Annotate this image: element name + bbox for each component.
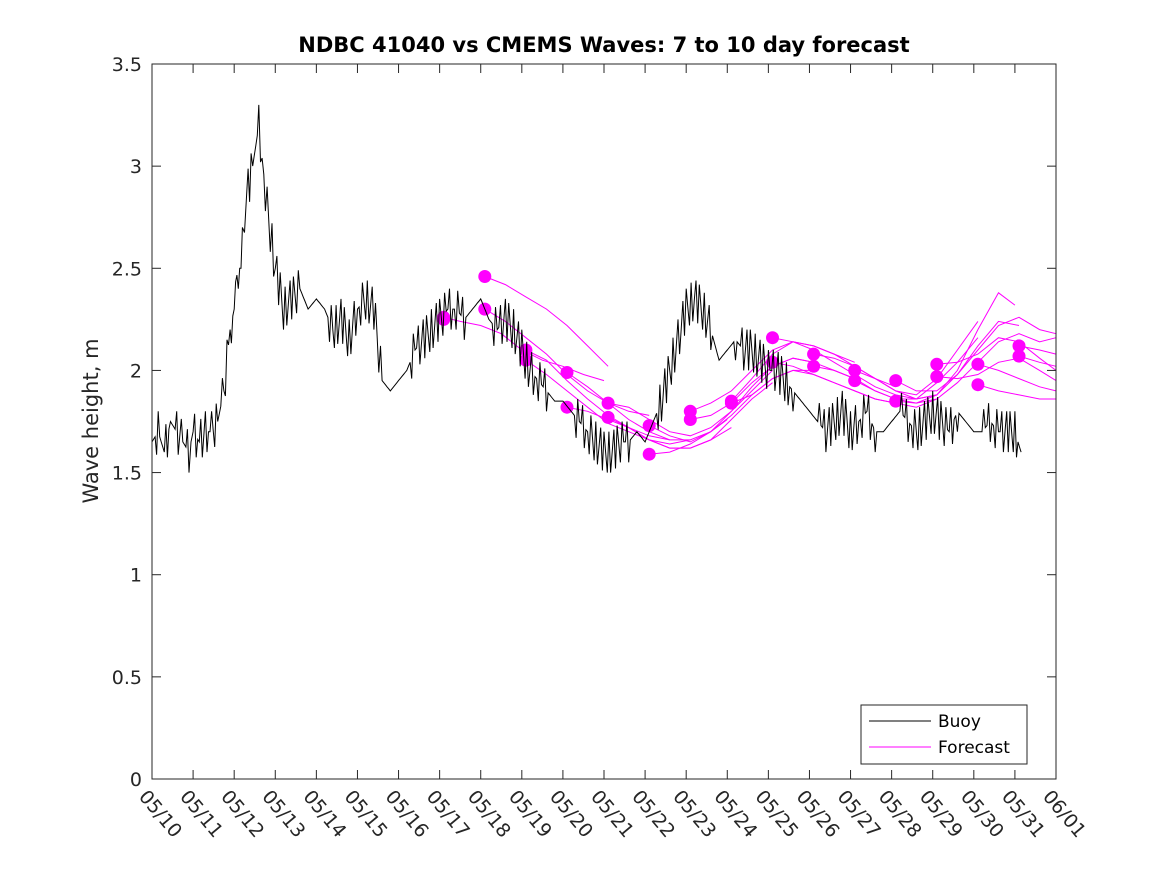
x-tick-label: 05/19 bbox=[504, 786, 556, 842]
y-tick-label: 2.5 bbox=[112, 258, 142, 280]
forecast-point bbox=[1012, 349, 1026, 363]
y-tick-label: 1.5 bbox=[112, 463, 142, 485]
legend-buoy-label: Buoy bbox=[938, 712, 981, 732]
y-axis: 0 0.5 1 1.5 2 2.5 3 3.5 bbox=[112, 54, 1056, 791]
x-tick-label: 05/10 bbox=[134, 786, 186, 842]
forecast-point bbox=[601, 410, 615, 424]
legend-forecast-label: Forecast bbox=[938, 738, 1010, 758]
legend-box bbox=[860, 704, 1028, 765]
x-tick-label: 05/23 bbox=[668, 786, 720, 842]
x-tick-label: 05/29 bbox=[915, 786, 967, 842]
x-tick-label: 05/22 bbox=[627, 786, 679, 842]
forecast-point bbox=[766, 331, 779, 345]
x-tick-label: 05/24 bbox=[709, 786, 761, 842]
x-tick-label: 05/11 bbox=[175, 786, 227, 842]
y-tick-label: 3 bbox=[130, 156, 142, 178]
x-tick-label: 05/16 bbox=[381, 786, 433, 842]
forecast-trace bbox=[977, 363, 1057, 392]
buoy-line bbox=[151, 104, 1022, 473]
forecast-trace bbox=[484, 276, 609, 367]
y-tick-label: 2 bbox=[130, 360, 142, 382]
y-tick-label: 0 bbox=[130, 769, 142, 791]
x-tick-label: 05/20 bbox=[545, 786, 597, 842]
forecast-point bbox=[971, 378, 985, 392]
forecast-point bbox=[601, 396, 615, 410]
forecast-point bbox=[807, 347, 821, 361]
x-tick-label: 05/27 bbox=[833, 786, 885, 842]
x-tick-label: 05/28 bbox=[874, 786, 926, 842]
y-tick-label: 0.5 bbox=[112, 667, 142, 689]
x-tick-label: 05/26 bbox=[792, 786, 844, 842]
forecast-point bbox=[930, 357, 944, 371]
forecast-point bbox=[889, 374, 903, 388]
x-tick-label: 05/30 bbox=[956, 786, 1008, 842]
forecast-point bbox=[642, 447, 656, 461]
y-tick-label: 3.5 bbox=[112, 54, 142, 76]
forecast-point bbox=[724, 396, 738, 410]
forecast-point bbox=[560, 366, 574, 379]
forecast-trace bbox=[1018, 355, 1057, 367]
y-tick-label: 1 bbox=[130, 565, 142, 587]
forecast-point bbox=[683, 413, 697, 426]
forecast-trace bbox=[525, 349, 670, 441]
y-axis-label: Wave height, m bbox=[79, 338, 103, 503]
x-tick-label: 05/13 bbox=[257, 786, 309, 842]
buoy-series bbox=[151, 104, 1022, 473]
forecast-point bbox=[889, 394, 903, 408]
forecast-trace bbox=[936, 357, 1057, 382]
forecast-trace bbox=[1018, 345, 1057, 355]
chart-title: NDBC 41040 vs CMEMS Waves: 7 to 10 day f… bbox=[298, 33, 909, 57]
x-tick-label: 05/25 bbox=[751, 786, 803, 842]
forecast-trace bbox=[936, 337, 1057, 371]
forecast-trace bbox=[772, 361, 937, 408]
x-tick-label: 05/14 bbox=[299, 786, 351, 842]
forecast-trace bbox=[977, 384, 1056, 400]
forecast-point bbox=[478, 270, 492, 283]
x-tick-label: 05/18 bbox=[463, 786, 515, 842]
forecast-point bbox=[848, 363, 862, 377]
x-tick-label: 05/21 bbox=[586, 786, 638, 842]
x-tick-label: 06/01 bbox=[1038, 786, 1090, 842]
x-tick-label: 05/12 bbox=[216, 786, 268, 842]
forecast-trace bbox=[895, 316, 1057, 392]
forecast-point bbox=[807, 359, 821, 373]
forecast-trace bbox=[854, 320, 1020, 404]
x-tick-label: 05/15 bbox=[340, 786, 392, 842]
forecast-point bbox=[971, 357, 985, 371]
x-tick-label: 05/31 bbox=[997, 786, 1049, 842]
forecast-point bbox=[1012, 339, 1026, 353]
x-tick-label: 05/17 bbox=[422, 786, 474, 842]
forecast-point bbox=[930, 370, 944, 384]
forecast-point bbox=[848, 374, 862, 388]
legend: Buoy Forecast bbox=[860, 704, 1028, 765]
forecast-trace bbox=[607, 382, 773, 449]
